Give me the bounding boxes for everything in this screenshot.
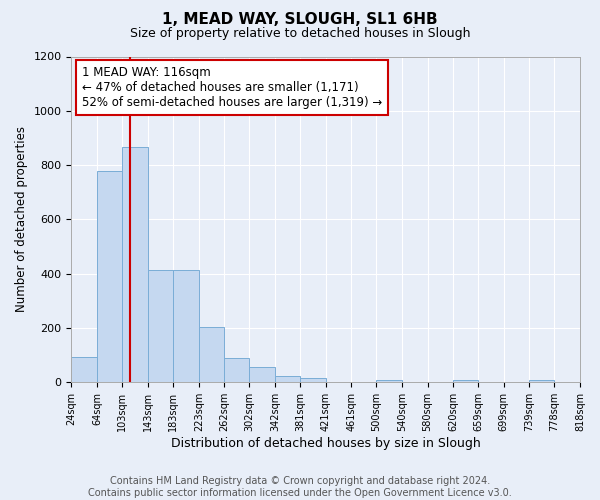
Text: 1, MEAD WAY, SLOUGH, SL1 6HB: 1, MEAD WAY, SLOUGH, SL1 6HB — [162, 12, 438, 28]
Bar — [148, 270, 173, 382]
Text: 1 MEAD WAY: 116sqm
← 47% of detached houses are smaller (1,171)
52% of semi-deta: 1 MEAD WAY: 116sqm ← 47% of detached hou… — [82, 66, 382, 110]
Text: Size of property relative to detached houses in Slough: Size of property relative to detached ho… — [130, 28, 470, 40]
Bar — [529, 380, 554, 382]
Bar — [376, 380, 402, 382]
Bar — [97, 170, 122, 382]
X-axis label: Distribution of detached houses by size in Slough: Distribution of detached houses by size … — [171, 437, 481, 450]
Bar — [122, 148, 148, 382]
Bar — [173, 270, 199, 382]
Text: Contains HM Land Registry data © Crown copyright and database right 2024.
Contai: Contains HM Land Registry data © Crown c… — [88, 476, 512, 498]
Bar — [453, 380, 478, 382]
Bar — [275, 376, 300, 382]
Bar — [250, 368, 275, 382]
Bar — [71, 356, 97, 382]
Bar — [224, 358, 250, 382]
Y-axis label: Number of detached properties: Number of detached properties — [15, 126, 28, 312]
Bar — [300, 378, 326, 382]
Bar — [199, 326, 224, 382]
